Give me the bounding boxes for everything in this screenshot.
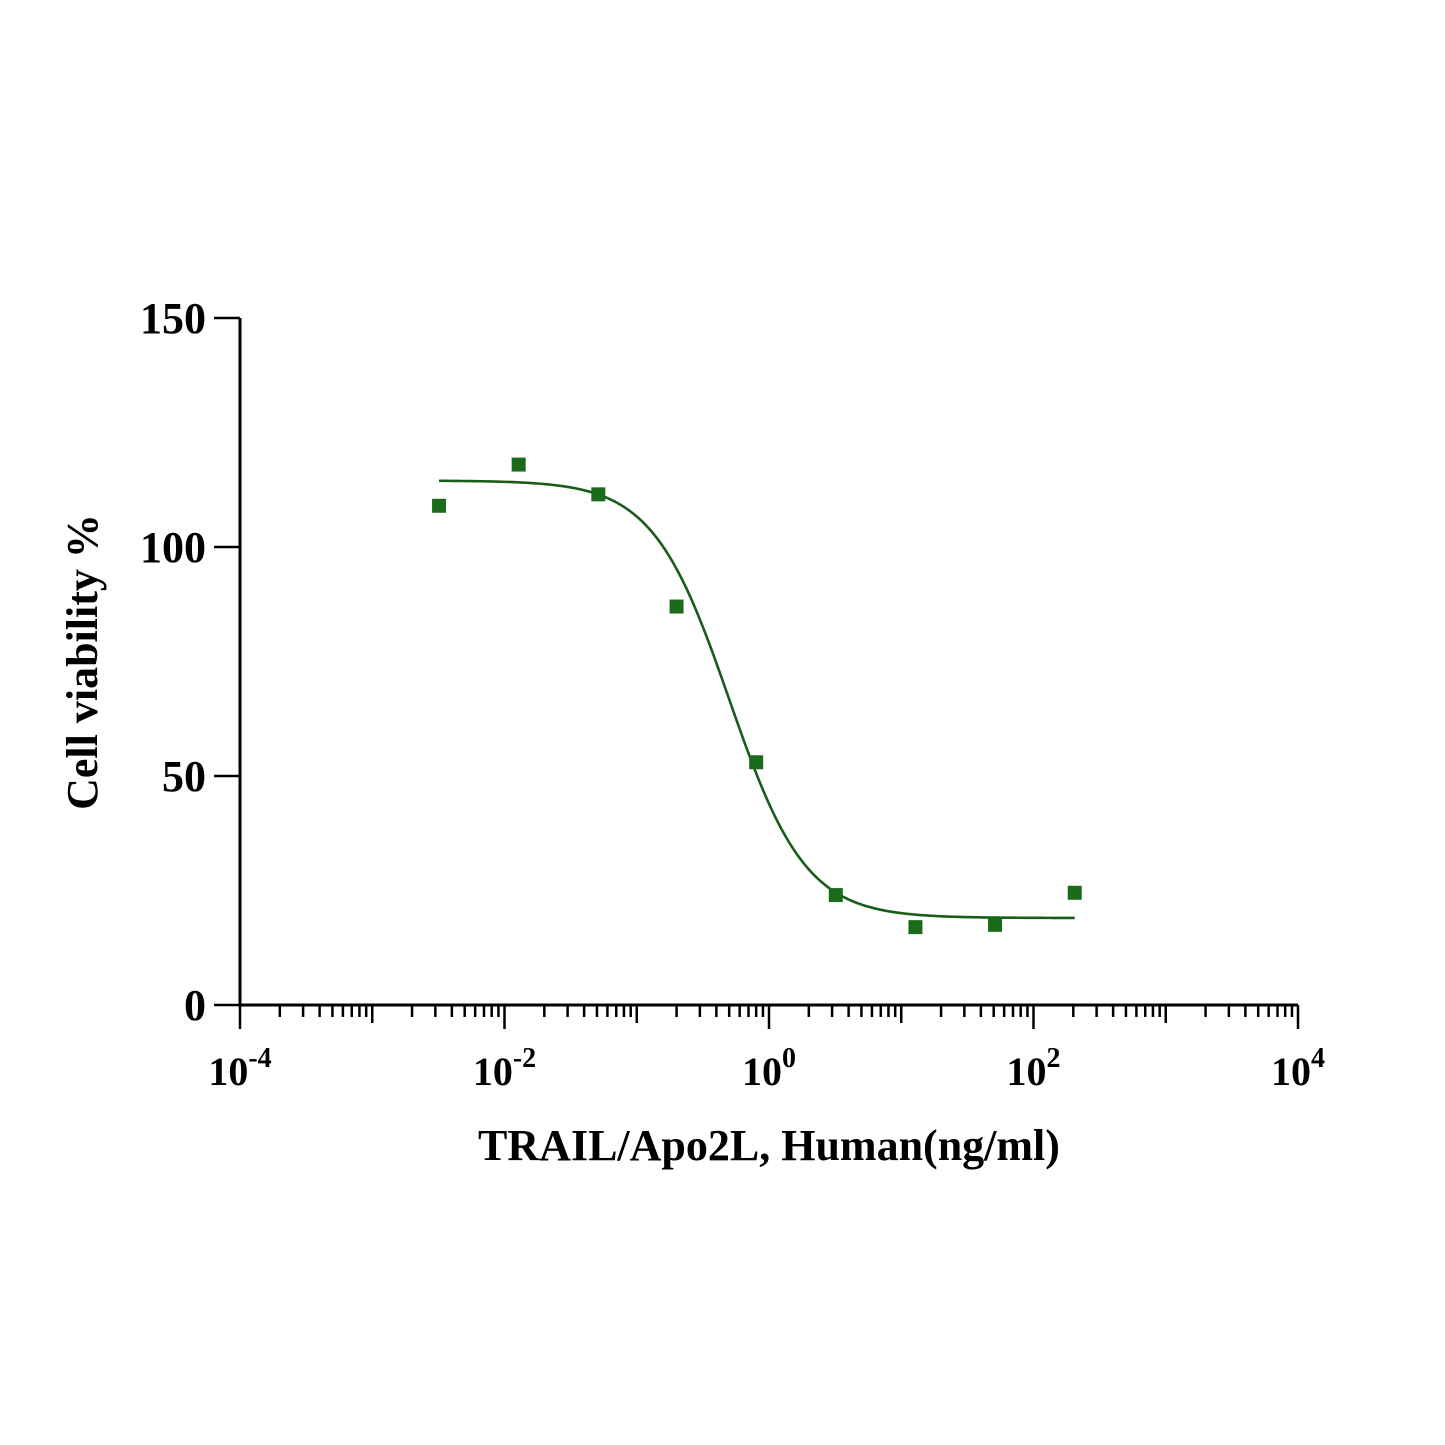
data-points (432, 457, 1082, 935)
x-tick-label: 104 (1271, 1043, 1325, 1094)
data-point (988, 917, 1003, 932)
data-point (591, 487, 606, 502)
y-axis-title: Cell viability % (58, 514, 107, 810)
fit-curve (439, 479, 1075, 920)
data-point (749, 755, 764, 770)
y-tick-label: 0 (184, 981, 206, 1030)
x-axis-title: TRAIL/Apo2L, Human(ng/ml) (478, 1121, 1060, 1170)
data-point (828, 888, 843, 903)
data-point (432, 498, 447, 513)
x-tick-label: 100 (742, 1043, 796, 1094)
y-tick-label: 100 (140, 523, 206, 572)
data-point (908, 920, 923, 935)
data-point (511, 457, 526, 472)
x-ticks: 10-4 10-2 100 102 104 (208, 1005, 1325, 1094)
x-tick-label: 10-4 (208, 1043, 271, 1094)
x-tick-label: 102 (1007, 1043, 1061, 1094)
y-tick-label: 50 (162, 752, 206, 801)
data-point (1067, 885, 1082, 900)
axes (238, 318, 1298, 1007)
data-point (669, 599, 684, 614)
y-tick-label: 150 (140, 294, 206, 343)
y-ticks: 0 50 100 150 (140, 294, 240, 1030)
x-tick-label: 10-2 (473, 1043, 536, 1094)
